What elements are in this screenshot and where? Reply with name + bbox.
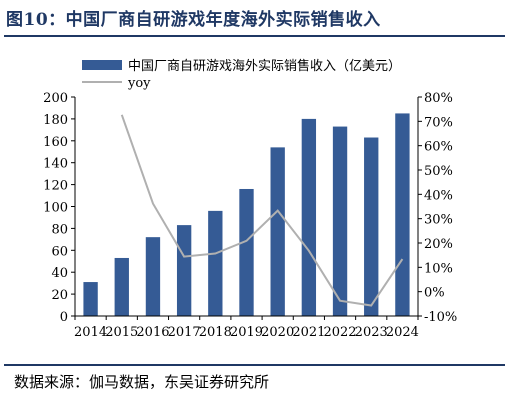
x-tick-label: 2019 — [230, 325, 263, 340]
top-divider — [4, 35, 505, 37]
right-tick-label: -10% — [424, 310, 457, 325]
bar — [208, 210, 223, 316]
x-tick-label: 2020 — [261, 325, 294, 340]
left-tick-label: 40 — [51, 266, 68, 281]
right-tick-label: 30% — [424, 213, 453, 228]
legend: 中国厂商自研游戏海外实际销售收入（亿美元） yoy — [82, 58, 401, 91]
bar — [270, 147, 285, 316]
right-tick-label: 50% — [424, 164, 453, 179]
x-tick-label: 2014 — [74, 325, 107, 340]
bar-series — [83, 113, 410, 317]
x-tick-label: 2017 — [168, 325, 201, 340]
legend-bar-swatch — [82, 60, 122, 70]
right-tick-label: 80% — [424, 91, 453, 106]
bar — [176, 225, 192, 316]
right-tick-label: 70% — [424, 115, 453, 130]
left-tick-label: 60 — [51, 244, 68, 259]
left-tick-label: 100 — [43, 201, 68, 216]
left-tick-label: 80 — [51, 222, 68, 237]
left-tick-label: 120 — [43, 179, 68, 194]
x-tick-label: 2023 — [355, 325, 388, 340]
figure-title: 图10：中国厂商自研游戏年度海外实际销售收入 — [6, 10, 381, 30]
bar — [364, 137, 379, 316]
left-tick-label: 160 — [43, 135, 68, 150]
x-tick-label: 2021 — [292, 325, 325, 340]
left-tick-label: 200 — [43, 91, 68, 106]
x-tick-label: 2024 — [386, 325, 419, 340]
x-tick-label: 2016 — [136, 325, 169, 340]
right-tick-label: 0% — [424, 286, 445, 301]
right-tick-label: 60% — [424, 140, 453, 155]
legend-line-label: yoy — [127, 76, 151, 91]
x-tick-label: 2022 — [323, 325, 356, 340]
yoy-line — [120, 114, 404, 307]
left-tick-label: 0 — [60, 310, 68, 325]
left-tick-label: 20 — [51, 288, 68, 303]
bar — [83, 282, 98, 316]
bar — [301, 118, 317, 317]
right-tick-label: 20% — [424, 237, 453, 252]
bar — [114, 257, 129, 316]
bar — [145, 237, 161, 316]
right-tick-label: 40% — [424, 188, 453, 203]
x-tick-label: 2018 — [199, 325, 232, 340]
bar — [395, 113, 410, 316]
legend-bar-label: 中国厂商自研游戏海外实际销售收入（亿美元） — [128, 58, 401, 74]
source-note: 数据来源：伽马数据，东吴证券研究所 — [14, 373, 270, 391]
x-tick-label: 2015 — [105, 325, 138, 340]
yoy-line-series — [120, 114, 404, 307]
left-tick-label: 140 — [43, 157, 68, 172]
bar — [239, 188, 254, 316]
right-tick-label: 10% — [424, 261, 453, 276]
left-tick-label: 180 — [43, 113, 68, 128]
axes: 0 20 40 60 80 100 120 140 160 180 200 -10% 0% 10% 20% 3… — [43, 91, 457, 340]
bottom-divider — [4, 364, 505, 366]
bar — [332, 126, 348, 316]
